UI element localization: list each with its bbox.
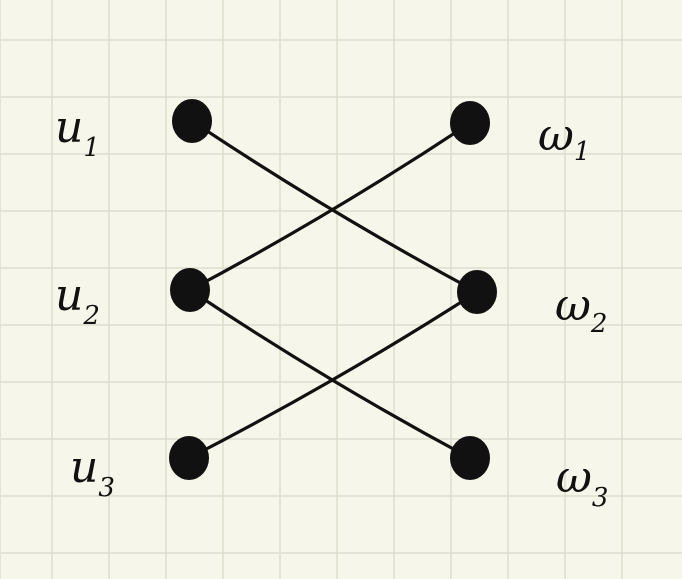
edge-u2-w1: [188, 121, 472, 292]
edges: [187, 119, 479, 460]
node-u3: [169, 436, 209, 480]
label-w2: ω2: [555, 280, 607, 339]
label-u2: u2: [55, 270, 100, 331]
label-u1: u1: [55, 102, 100, 163]
label-w3: ω3: [556, 452, 608, 513]
node-u2: [170, 268, 210, 312]
nodes: [169, 99, 497, 480]
node-u1: [172, 99, 212, 143]
node-w2: [457, 270, 497, 314]
edge-u3-w2: [187, 290, 479, 460]
label-w1: ω1: [538, 110, 590, 167]
label-u3: u3: [70, 442, 115, 503]
edge-u2-w3: [188, 288, 472, 460]
node-w3: [450, 436, 490, 480]
node-w1: [450, 101, 490, 145]
